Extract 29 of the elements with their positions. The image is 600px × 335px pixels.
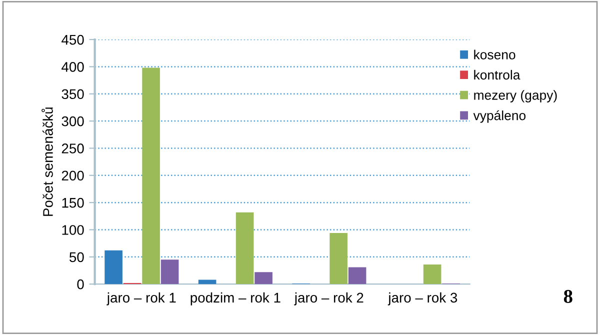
bar [236, 212, 254, 284]
y-tick-label: 50 [69, 252, 84, 262]
legend-label: koseno [474, 50, 516, 60]
y-tick-label: 300 [62, 116, 84, 126]
legend-label: mezery (gapy) [474, 90, 557, 102]
bar [198, 280, 216, 284]
y-tick-label: 350 [62, 89, 84, 100]
bar [160, 260, 179, 284]
y-tick-label: 0 [77, 279, 84, 290]
y-tick-label: 400 [62, 62, 84, 72]
bar [348, 267, 366, 284]
y-tick-label: 450 [62, 34, 84, 45]
y-axis-title: Počet semenáčků [42, 108, 53, 216]
bar [423, 264, 442, 284]
x-tick-label: podzim – rok 1 [190, 292, 280, 306]
y-tick-label: 250 [62, 144, 84, 154]
text: 8 [564, 290, 572, 304]
y-tick-label: 100 [62, 225, 84, 235]
x-tick-label: jaro – rok 2 [294, 292, 364, 306]
bar [142, 68, 160, 284]
bar [330, 232, 348, 284]
legend-label: kontrola [474, 70, 520, 80]
legend-label: vypáleno [473, 110, 526, 123]
y-tick-label: 150 [62, 198, 84, 208]
y-tick-label: 200 [62, 170, 84, 181]
bar [254, 272, 272, 284]
x-tick-label: jaro – rok 3 [388, 292, 458, 306]
bar [104, 250, 122, 284]
x-tick-label: jaro – rok 1 [106, 292, 176, 306]
